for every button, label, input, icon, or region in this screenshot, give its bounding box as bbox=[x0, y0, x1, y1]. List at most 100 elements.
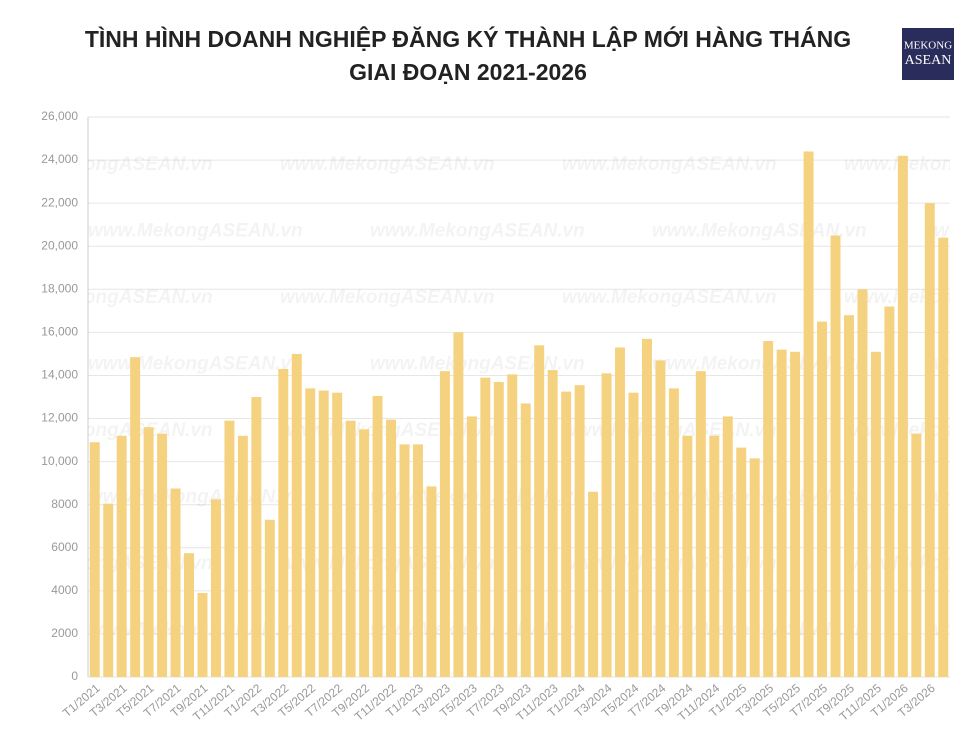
y-tick-label: 18,000 bbox=[41, 281, 78, 295]
watermark: www.MekongASEAN.vn bbox=[562, 154, 777, 175]
bar bbox=[237, 435, 248, 677]
bar bbox=[143, 427, 154, 677]
bar bbox=[116, 435, 127, 677]
bar bbox=[870, 351, 881, 677]
bar bbox=[493, 381, 504, 677]
y-tick-label: 14,000 bbox=[41, 368, 78, 382]
bar bbox=[359, 429, 370, 677]
y-tick-label: 8000 bbox=[51, 497, 78, 511]
bar bbox=[224, 420, 235, 677]
logo-text: ASEAN bbox=[905, 53, 952, 68]
chart-title: GIAI ĐOẠN 2021-2026 bbox=[349, 59, 587, 85]
bar bbox=[803, 151, 814, 677]
bar bbox=[251, 397, 262, 677]
y-tick-label: 12,000 bbox=[41, 411, 78, 425]
watermark: www.MekongASEAN.vn bbox=[934, 221, 978, 242]
bar bbox=[709, 435, 720, 677]
y-tick-label: 10,000 bbox=[41, 454, 78, 468]
bar bbox=[790, 351, 801, 677]
bar bbox=[413, 444, 423, 677]
bar bbox=[332, 392, 343, 677]
bar bbox=[776, 349, 787, 677]
watermark: www.MekongASEAN.vn bbox=[844, 287, 978, 308]
bar bbox=[911, 433, 922, 677]
bar bbox=[884, 306, 895, 677]
bar bbox=[749, 458, 760, 677]
bar bbox=[615, 347, 625, 677]
bar bbox=[130, 357, 141, 677]
bar bbox=[399, 444, 410, 677]
watermark: www.MekongASEAN.vn bbox=[370, 620, 585, 641]
bar bbox=[291, 353, 302, 677]
bar bbox=[641, 338, 652, 677]
bar bbox=[695, 371, 706, 677]
chart-title: TÌNH HÌNH DOANH NGHIỆP ĐĂNG KÝ THÀNH LẬP… bbox=[85, 25, 851, 52]
y-tick-label: 20,000 bbox=[41, 238, 78, 252]
logo bbox=[902, 28, 954, 80]
y-tick-label: 6000 bbox=[51, 540, 78, 554]
bar bbox=[318, 390, 329, 677]
bar bbox=[736, 447, 747, 677]
bar bbox=[210, 499, 221, 677]
y-tick-label: 22,000 bbox=[41, 195, 78, 209]
watermark: www.MekongASEAN.vn bbox=[844, 154, 978, 175]
bar bbox=[682, 435, 693, 677]
bar bbox=[722, 416, 733, 677]
y-tick-label: 16,000 bbox=[41, 325, 78, 339]
watermark: www.MekongASEAN.vn bbox=[88, 620, 303, 641]
y-tick-label: 26,000 bbox=[41, 109, 78, 123]
y-tick-label: 24,000 bbox=[41, 152, 78, 166]
bar bbox=[507, 374, 518, 677]
bar bbox=[453, 332, 464, 677]
watermark: www.MekongASEAN.vn bbox=[0, 420, 213, 441]
watermark: www.MekongASEAN.vn bbox=[844, 420, 978, 441]
watermark: www.MekongASEAN.vn bbox=[0, 154, 213, 175]
y-tick-label: 4000 bbox=[51, 583, 78, 597]
bar bbox=[466, 416, 477, 677]
bar bbox=[197, 593, 208, 677]
watermark: www.MekongASEAN.vn bbox=[370, 354, 585, 375]
watermark: www.MekongASEAN.vn bbox=[844, 553, 978, 574]
bar bbox=[534, 345, 545, 677]
bar bbox=[844, 315, 854, 677]
bar bbox=[426, 486, 437, 677]
watermark: www.MekongASEAN.vn bbox=[88, 354, 303, 375]
bar bbox=[184, 553, 194, 677]
bar bbox=[520, 403, 531, 677]
y-tick-label: 0 bbox=[71, 669, 78, 683]
bar bbox=[574, 385, 585, 677]
watermark: www.MekongASEAN.vn bbox=[0, 287, 213, 308]
watermark: www.MekongASEAN.vn bbox=[562, 287, 777, 308]
bar bbox=[305, 388, 316, 677]
bar bbox=[857, 289, 868, 677]
watermark: www.MekongASEAN.vn bbox=[370, 487, 585, 508]
bar bbox=[897, 155, 908, 677]
bar bbox=[386, 419, 397, 677]
bar bbox=[830, 235, 841, 677]
bar bbox=[601, 373, 612, 677]
bar bbox=[157, 433, 168, 677]
watermark: www.MekongASEAN.vn bbox=[280, 154, 495, 175]
bar bbox=[924, 203, 935, 677]
bar bbox=[103, 503, 114, 677]
bar bbox=[668, 388, 679, 677]
bar bbox=[817, 321, 828, 677]
watermark: www.MekongASEAN.vn bbox=[88, 221, 303, 242]
bar bbox=[89, 442, 100, 677]
watermark: www.MekongASEAN.vn bbox=[370, 221, 585, 242]
bar bbox=[628, 392, 639, 677]
logo-text: MEKONG bbox=[904, 40, 952, 52]
bar bbox=[588, 491, 599, 677]
bar bbox=[547, 370, 558, 677]
watermark: www.MekongASEAN.vn bbox=[88, 487, 303, 508]
bar bbox=[938, 237, 949, 677]
bar bbox=[763, 341, 774, 677]
bar bbox=[480, 377, 491, 677]
bar bbox=[372, 395, 383, 677]
bar bbox=[439, 371, 450, 677]
y-tick-label: 2000 bbox=[51, 626, 78, 640]
watermark: www.MekongASEAN.vn bbox=[280, 287, 495, 308]
bar bbox=[345, 420, 356, 677]
bar bbox=[278, 369, 289, 677]
